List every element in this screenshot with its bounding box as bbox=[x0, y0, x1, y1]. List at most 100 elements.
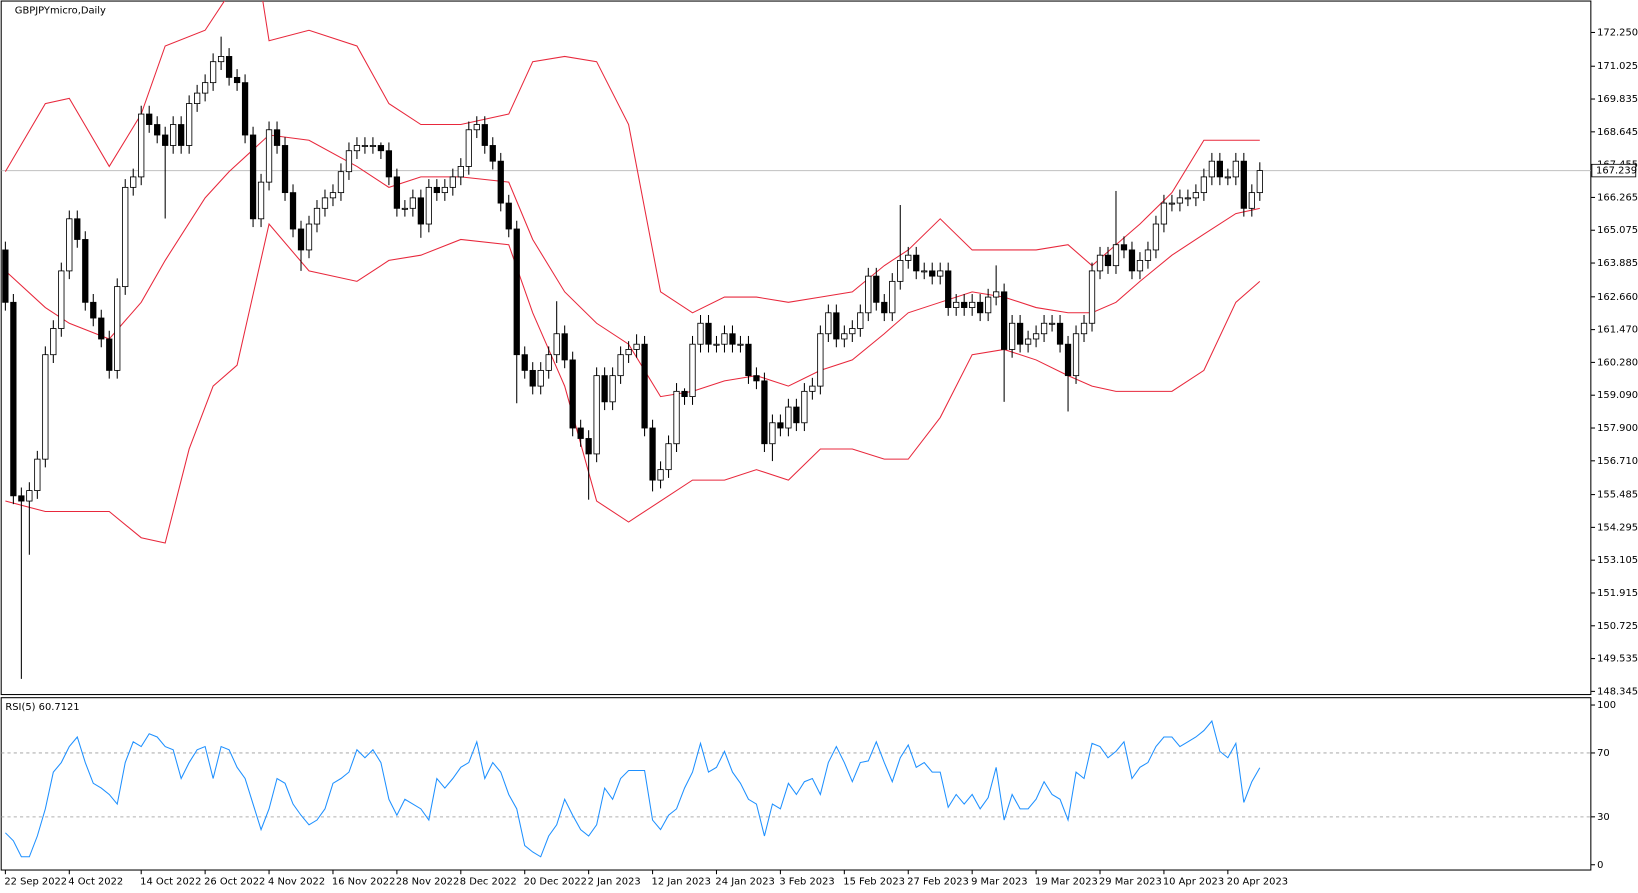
candle-body bbox=[633, 343, 640, 350]
candle-body bbox=[225, 56, 233, 78]
candle-body bbox=[689, 343, 696, 398]
candle-body bbox=[897, 260, 904, 282]
y-tick-label: 149.535 bbox=[1597, 654, 1638, 665]
candle-body bbox=[809, 385, 816, 392]
candle-body bbox=[305, 223, 313, 251]
candle-body bbox=[82, 239, 89, 303]
candle-body bbox=[409, 197, 417, 209]
bollinger-band bbox=[5, 222, 1261, 544]
x-tick-label: 27 Feb 2023 bbox=[907, 877, 969, 888]
candle-body bbox=[1024, 338, 1032, 345]
x-tick-label: 15 Feb 2023 bbox=[843, 877, 905, 888]
candle-body bbox=[154, 124, 161, 136]
candle-body bbox=[138, 113, 145, 178]
y-tick-label: 166.265 bbox=[1597, 192, 1638, 203]
candle-body bbox=[26, 490, 33, 502]
candle-body bbox=[617, 354, 624, 377]
candle-body bbox=[1248, 192, 1255, 209]
candle-body bbox=[273, 129, 281, 146]
y-tick-label: 150.725 bbox=[1597, 621, 1638, 632]
x-tick-label: 19 Mar 2023 bbox=[1035, 877, 1098, 888]
candle-body bbox=[569, 359, 576, 429]
candle-body bbox=[217, 56, 225, 63]
bollinger-band bbox=[4, 1, 1260, 314]
candle-body bbox=[657, 469, 664, 481]
candle-body bbox=[297, 228, 305, 251]
panel-frame bbox=[0, 697, 1592, 871]
candle-body bbox=[737, 343, 744, 346]
candle-body bbox=[441, 186, 448, 194]
x-tick-label: 29 Mar 2023 bbox=[1099, 877, 1162, 888]
candle-body bbox=[257, 181, 265, 220]
candle-body bbox=[122, 186, 129, 288]
x-tick-label: 12 Jan 2023 bbox=[652, 877, 711, 888]
y-tick-label: 157.900 bbox=[1597, 423, 1638, 434]
y-tick-label: 161.470 bbox=[1597, 325, 1638, 336]
candle-body bbox=[521, 354, 528, 371]
candle-body bbox=[178, 124, 185, 146]
candle-body bbox=[681, 390, 688, 398]
candle-body bbox=[90, 301, 97, 319]
candle-body bbox=[625, 349, 632, 356]
candle-body bbox=[58, 270, 65, 329]
y-tick-label: 172.250 bbox=[1597, 27, 1638, 38]
candle-body bbox=[953, 301, 960, 308]
last-price-label: 167.239 bbox=[1596, 166, 1637, 177]
candle-body bbox=[194, 92, 201, 105]
candle-body bbox=[1152, 223, 1160, 251]
x-tick-label: 20 Apr 2023 bbox=[1227, 877, 1288, 888]
candle-body bbox=[329, 192, 337, 199]
candle-body bbox=[841, 333, 848, 340]
chart-title: GBPJPYmicro,Daily bbox=[15, 5, 106, 16]
x-tick-label: 9 Mar 2023 bbox=[971, 877, 1028, 888]
candle-body bbox=[497, 160, 504, 204]
candle-body bbox=[1104, 254, 1112, 267]
candle-body bbox=[1216, 160, 1223, 178]
candle-body bbox=[969, 301, 976, 308]
candle-body bbox=[1128, 249, 1136, 272]
y-tick-label: 160.280 bbox=[1597, 357, 1638, 368]
candle-body bbox=[761, 380, 768, 445]
candle-body bbox=[641, 343, 648, 429]
y-tick-label: 165.075 bbox=[1597, 225, 1638, 236]
x-tick-label: 10 Apr 2023 bbox=[1163, 877, 1224, 888]
y-tick-label: 70 bbox=[1597, 748, 1610, 759]
candle-body bbox=[1168, 202, 1176, 205]
candle-body bbox=[489, 145, 496, 162]
candle-body bbox=[1176, 197, 1184, 204]
candle-body bbox=[465, 129, 472, 167]
candle-body bbox=[865, 275, 872, 314]
candle-body bbox=[729, 333, 736, 345]
x-tick-label: 16 Nov 2022 bbox=[332, 877, 395, 888]
candle-body bbox=[34, 458, 41, 491]
candle-body bbox=[1088, 270, 1096, 324]
candle-body bbox=[577, 427, 584, 439]
candle-body bbox=[705, 322, 712, 345]
x-tick-label: 14 Oct 2022 bbox=[140, 877, 201, 888]
y-tick-label: 154.295 bbox=[1597, 522, 1638, 533]
candle-body bbox=[146, 113, 153, 125]
y-tick-label: 159.090 bbox=[1597, 390, 1638, 401]
candle-body bbox=[609, 375, 616, 403]
candle-body bbox=[881, 301, 888, 314]
candle-body bbox=[721, 333, 728, 345]
y-tick-label: 171.025 bbox=[1597, 61, 1638, 72]
candle-body bbox=[385, 150, 393, 178]
candle-body bbox=[457, 166, 464, 178]
candle-body bbox=[545, 354, 552, 371]
candle-body bbox=[993, 291, 1000, 298]
candle-body bbox=[1056, 322, 1064, 345]
x-tick-label: 20 Dec 2022 bbox=[524, 877, 587, 888]
candle-body bbox=[977, 301, 984, 314]
candle-body bbox=[697, 322, 704, 345]
candle-body bbox=[585, 438, 592, 455]
plot-area bbox=[1, 719, 1591, 858]
candle-body bbox=[1032, 333, 1040, 340]
candle-body bbox=[1224, 176, 1231, 179]
candle-body bbox=[74, 218, 81, 240]
candle-body bbox=[393, 176, 401, 209]
candle-body bbox=[1200, 176, 1208, 194]
candle-body bbox=[513, 228, 520, 356]
candle-body bbox=[114, 286, 121, 371]
candle-body bbox=[18, 495, 25, 502]
